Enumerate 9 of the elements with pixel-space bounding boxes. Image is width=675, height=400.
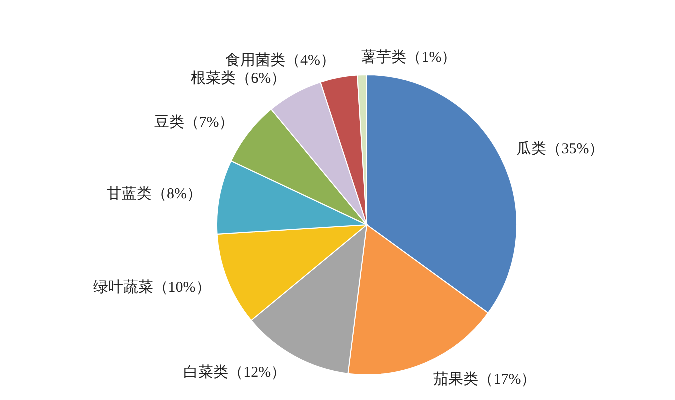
slice-label: 瓜类（35%） <box>516 140 604 158</box>
slice-label: 食用菌类（4%） <box>226 52 336 69</box>
slice-label: 白菜类（12%） <box>184 364 286 382</box>
slice-label: 茄果类（17%） <box>434 371 536 388</box>
slice-label: 甘蓝类（8%） <box>106 186 202 203</box>
slice-label: 豆类（7%） <box>154 114 234 132</box>
slice-label: 根菜类（6%） <box>191 70 286 87</box>
slice-label: 绿叶蔬菜（10%） <box>93 278 211 296</box>
slice-label: 薯芋类（1%） <box>362 49 457 66</box>
